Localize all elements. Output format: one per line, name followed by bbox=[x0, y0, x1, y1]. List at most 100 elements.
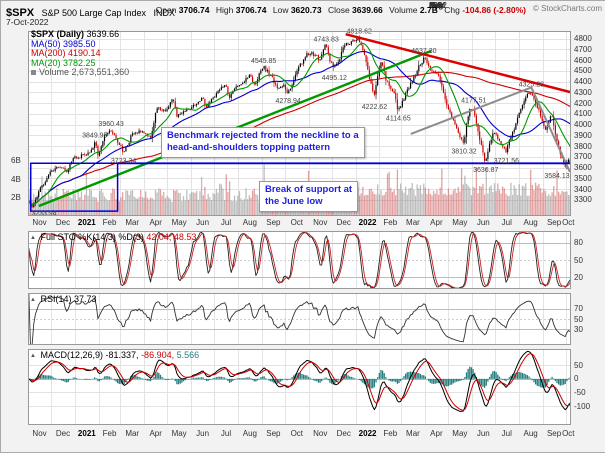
legend-ma20-value: 3782.25 bbox=[63, 57, 96, 68]
month-label: Nov bbox=[313, 429, 328, 438]
volume-axis-tick: 4B bbox=[11, 174, 21, 184]
: Jul bbox=[429, 1, 440, 10]
month-label: Mar bbox=[406, 218, 420, 227]
month-label: Oct bbox=[562, 429, 575, 438]
month-label: Sep bbox=[266, 218, 281, 227]
quote-row: Open 3706.74 High 3706.74 Low 3620.73 Cl… bbox=[152, 5, 526, 15]
volume-axis-tick: 6B bbox=[11, 156, 21, 165]
month-label: Nov bbox=[313, 218, 328, 227]
: Feb bbox=[429, 1, 443, 10]
legend-ma50-label: MA(50) bbox=[31, 38, 61, 49]
month-label: Dec bbox=[336, 429, 351, 438]
month-label: Sep bbox=[546, 218, 562, 227]
symbol-name: S&P 500 Large Cap Index bbox=[41, 8, 147, 18]
legend-ma200: MA(200) 4190.14 bbox=[31, 48, 129, 59]
month-label: Oct bbox=[562, 218, 575, 227]
sto-axis-tick: 80 bbox=[574, 238, 583, 248]
annotation-support-break: Break of support at the June low bbox=[259, 181, 359, 212]
month-label: Apr bbox=[149, 429, 162, 438]
price-axis-tick: 3500 bbox=[574, 173, 592, 183]
quote-high-label: High bbox=[215, 5, 234, 15]
annotation-hs-line1: Benchmark rejected from the neckline to … bbox=[167, 130, 359, 141]
rsi-value: 37.73 bbox=[74, 294, 97, 304]
price-axis-tick: 4100 bbox=[574, 109, 592, 119]
month-label: Aug bbox=[242, 429, 258, 438]
quote-close-value: 3639.66 bbox=[352, 5, 383, 15]
legend-spx-label: $SPX (Daily) bbox=[31, 29, 85, 39]
rsi-panel-label: ▲ RSI(14) 37.73 bbox=[30, 294, 97, 304]
macd-value-signal: -86.904, bbox=[141, 350, 175, 360]
rsi-axis-tick: 30 bbox=[574, 324, 583, 334]
month-label: Dec bbox=[55, 218, 71, 227]
legend-spx-value: 3639.66 bbox=[86, 29, 120, 39]
: Aug bbox=[429, 1, 444, 10]
legend-volume-value: 2,673,551,360 bbox=[71, 67, 130, 78]
month-label: May bbox=[171, 429, 187, 438]
month-label: May bbox=[452, 218, 468, 227]
: Sep bbox=[429, 1, 444, 10]
month-label: May bbox=[452, 429, 468, 438]
quote-open-label: Open bbox=[155, 5, 177, 15]
month-label: Aug bbox=[242, 218, 258, 227]
price-axis-tick: 3700 bbox=[574, 152, 592, 162]
macd-axis-tick: -100 bbox=[574, 401, 591, 411]
legend-volume: Volume 2,673,551,360 bbox=[31, 68, 129, 78]
price-axis-tick: 4300 bbox=[574, 87, 592, 97]
month-label: Oct bbox=[290, 218, 304, 227]
price-axis-tick: 4700 bbox=[574, 44, 592, 54]
annotation-hs-line2: head-and-shoulders topping pattern bbox=[167, 142, 331, 154]
macd-axis-tick: -50 bbox=[574, 387, 586, 397]
quote-low-value: 3620.73 bbox=[290, 5, 322, 15]
quote-high-value: 3706.74 bbox=[235, 5, 267, 15]
: Nov bbox=[429, 1, 444, 10]
: Nov bbox=[429, 1, 444, 10]
: Jun bbox=[429, 1, 442, 10]
: Oct bbox=[429, 1, 442, 10]
month-label: Jul bbox=[501, 429, 512, 438]
symbol-row: $SPX S&P 500 Large Cap Index INDX bbox=[6, 3, 175, 21]
sto-label: Full STO %K(14,3) %D(3) bbox=[40, 232, 144, 242]
: Jun bbox=[429, 1, 442, 10]
month-label: Feb bbox=[383, 429, 398, 438]
month-label: Feb bbox=[102, 218, 117, 227]
main-legend: $SPX (Daily) 3639.66 MA(50) 3985.50 MA(2… bbox=[31, 29, 129, 78]
: Jul bbox=[429, 1, 440, 10]
month-label: Jun bbox=[476, 429, 490, 438]
volume-swatch-icon bbox=[31, 70, 36, 76]
panel-collapse-icon: ▲ bbox=[30, 235, 36, 241]
: Sep bbox=[429, 1, 444, 10]
price-axis-tick: 4800 bbox=[574, 34, 592, 44]
quote-volume-value: 2.7B bbox=[419, 5, 438, 15]
: Mar bbox=[429, 1, 443, 10]
legend-ma20: MA(20) 3782.25 bbox=[31, 57, 129, 69]
: Oct bbox=[429, 1, 442, 10]
: Aug bbox=[429, 1, 444, 10]
legend-ma50: MA(50) 3985.50 bbox=[31, 38, 129, 50]
month-label: Mar bbox=[125, 218, 140, 227]
macd-value-hist: 5.566 bbox=[176, 350, 200, 360]
quote-chg-label: Chg bbox=[444, 5, 460, 15]
sto-axis-tick: 20 bbox=[574, 272, 583, 282]
month-label: Nov bbox=[32, 429, 47, 438]
exchange-tag: INDX bbox=[153, 8, 175, 18]
month-label: Aug bbox=[523, 429, 538, 438]
price-axis-tick: 4600 bbox=[574, 55, 592, 65]
month-label: Sep bbox=[546, 429, 562, 438]
legend-ma20-label: MA(20) bbox=[31, 57, 61, 68]
macd-axis-tick: 0 bbox=[574, 374, 579, 384]
quote-chg-value: -104.86 (-2.80%) bbox=[462, 5, 526, 15]
price-axis-tick: 3800 bbox=[574, 141, 592, 151]
: 2021 bbox=[429, 1, 447, 10]
: May bbox=[429, 1, 445, 10]
legend-volume-label: Volume bbox=[39, 67, 70, 78]
month-label: Feb bbox=[383, 218, 398, 227]
month-label: Jul bbox=[220, 429, 232, 438]
price-axis-tick: 3300 bbox=[574, 195, 592, 205]
price-axis-tick: 3600 bbox=[574, 163, 592, 173]
month-label: 2021 bbox=[77, 429, 96, 438]
month-label: Mar bbox=[125, 429, 140, 438]
month-label: Nov bbox=[32, 218, 47, 227]
price-axis-tick: 3900 bbox=[574, 130, 592, 140]
legend-ma50-value: 3985.50 bbox=[63, 38, 96, 49]
